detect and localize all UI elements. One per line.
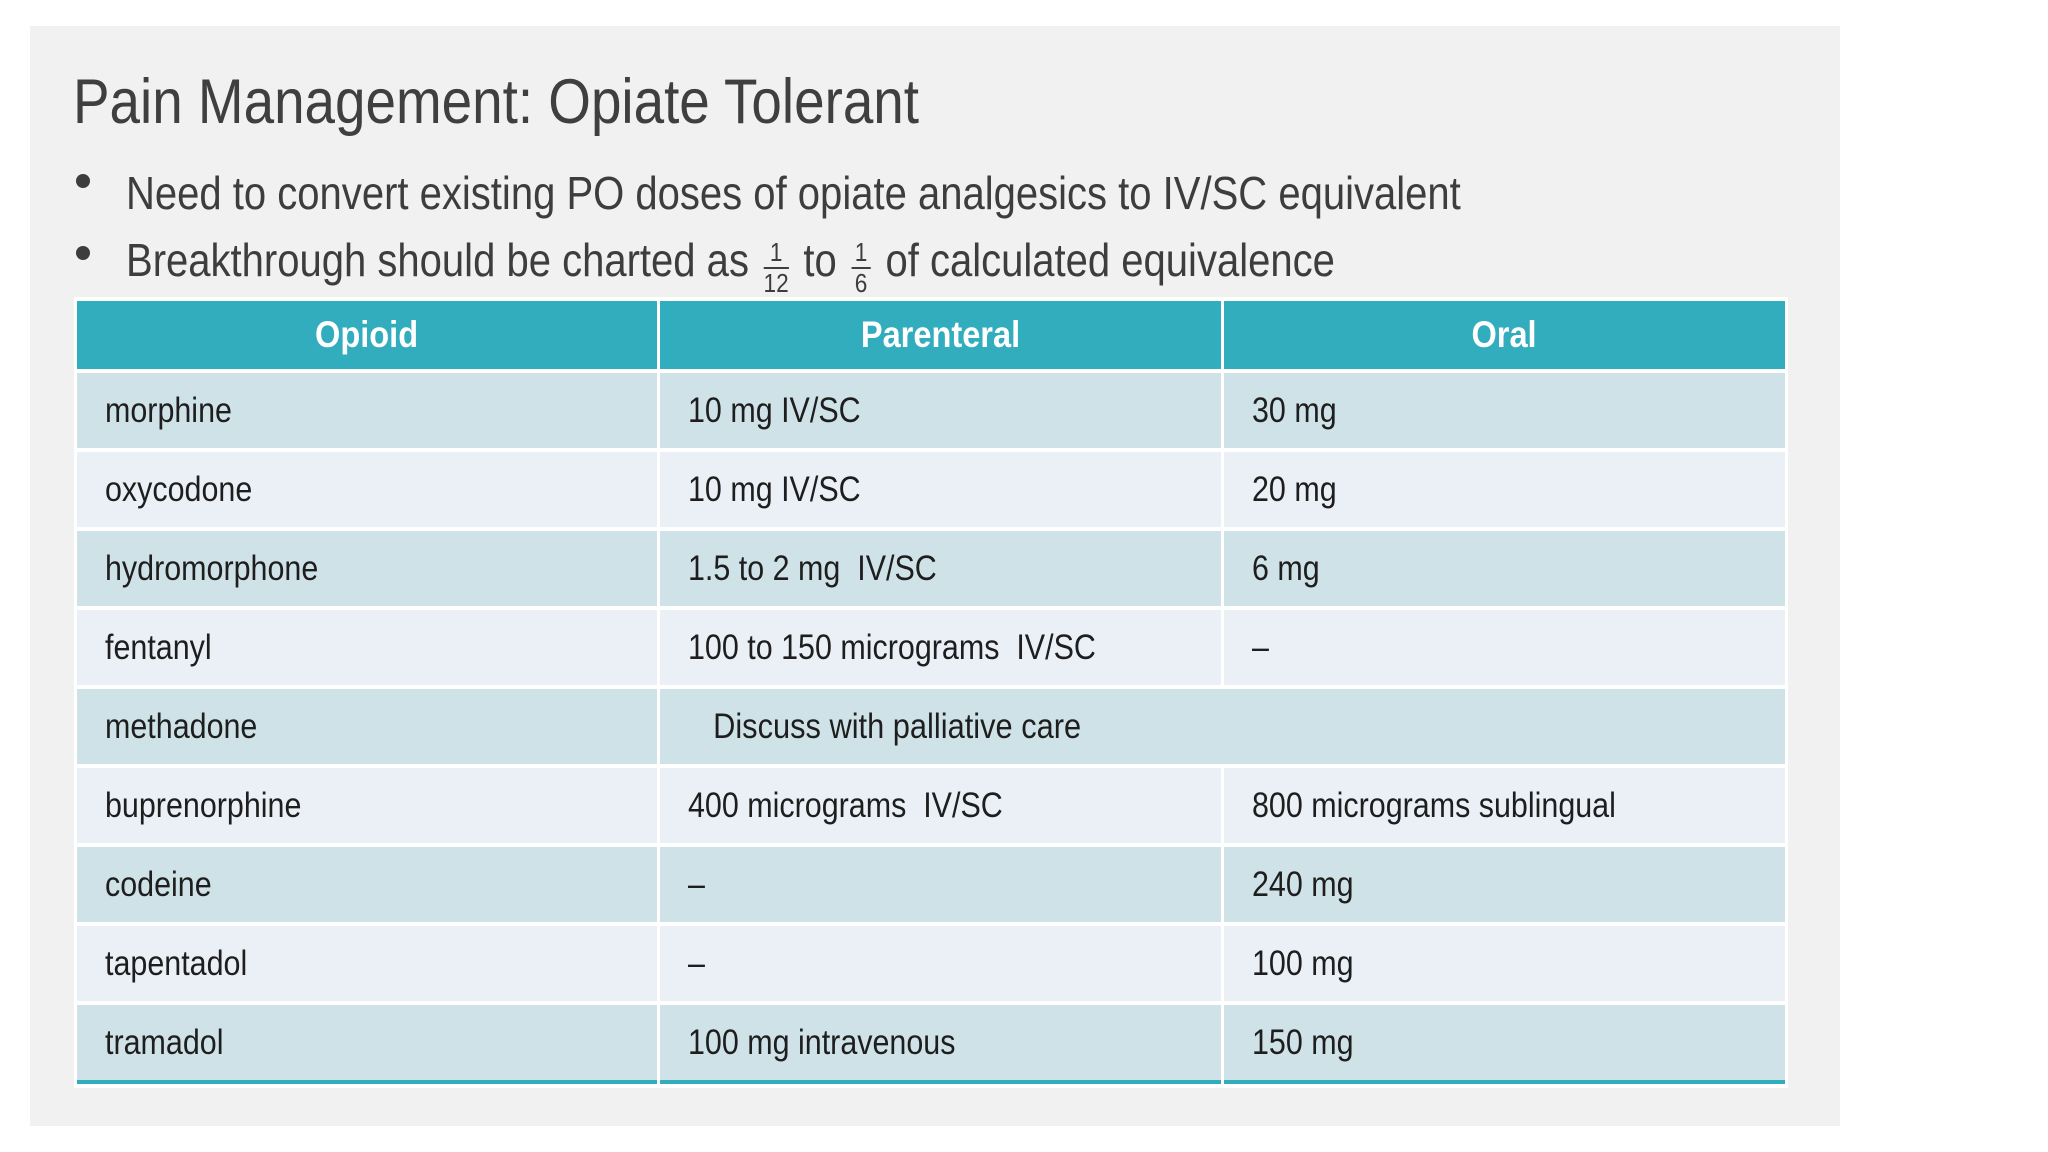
cell-oral: – (1224, 610, 1785, 685)
table-row: fentanyl 100 to 150 micrograms IV/SC – (77, 610, 1785, 685)
cell-parenteral: – (660, 926, 1221, 1001)
cell-oral: 20 mg (1224, 452, 1785, 527)
bullet-text-segment: of calculated equivalence (885, 234, 1335, 286)
bullet-item: Need to convert existing PO doses of opi… (76, 164, 1660, 220)
column-header-opioid: Opioid (77, 301, 657, 369)
bullet-text-segment: to (803, 234, 837, 286)
table-row: buprenorphine 400 micrograms IV/SC 800 m… (77, 768, 1785, 843)
opioid-conversion-table: Opioid Parenteral Oral morphine 10 mg IV… (74, 297, 1788, 1088)
table-row: codeine – 240 mg (77, 847, 1785, 922)
cell-parenteral: 10 mg IV/SC (660, 373, 1221, 448)
cell-opioid: hydromorphone (77, 531, 657, 606)
table-row: oxycodone 10 mg IV/SC 20 mg (77, 452, 1785, 527)
table-header-row: Opioid Parenteral Oral (77, 301, 1785, 369)
table-row: hydromorphone 1.5 to 2 mg IV/SC 6 mg (77, 531, 1785, 606)
table-row: morphine 10 mg IV/SC 30 mg (77, 373, 1785, 448)
cell-opioid: oxycodone (77, 452, 657, 527)
cell-opioid: tramadol (77, 1005, 657, 1084)
cell-merged-note: Discuss with palliative care (660, 689, 1785, 764)
cell-opioid: fentanyl (77, 610, 657, 685)
cell-parenteral: 100 to 150 micrograms IV/SC (660, 610, 1221, 685)
column-header-parenteral: Parenteral (660, 301, 1221, 369)
table-row-methadone: methadone Discuss with palliative care (77, 689, 1785, 764)
bullet-item: Breakthrough should be charted as 1 12 to… (76, 234, 1516, 297)
cell-opioid: methadone (77, 689, 657, 764)
page-title: Pain Management: Opiate Tolerant (73, 67, 1045, 137)
cell-oral: 800 micrograms sublingual (1224, 768, 1785, 843)
cell-parenteral: 400 micrograms IV/SC (660, 768, 1221, 843)
cell-parenteral: – (660, 847, 1221, 922)
bullet-marker (76, 245, 90, 260)
cell-parenteral: 100 mg intravenous (660, 1005, 1221, 1084)
slide: Pain Management: Opiate Tolerant Need to… (30, 26, 1840, 1126)
cell-oral: 150 mg (1224, 1005, 1785, 1084)
table-row: tapentadol – 100 mg (77, 926, 1785, 1001)
bullet-text: Need to convert existing PO doses of opi… (126, 167, 1461, 220)
table-row: tramadol 100 mg intravenous 150 mg (77, 1005, 1785, 1084)
bullet-text: Breakthrough should be charted as 1 12 to… (126, 234, 1335, 297)
cell-oral: 6 mg (1224, 531, 1785, 606)
fraction-one-twelfth: 1 12 (763, 236, 789, 298)
cell-opioid: buprenorphine (77, 768, 657, 843)
page-title-text: Pain Management: Opiate Tolerant (73, 67, 920, 137)
cell-parenteral: 1.5 to 2 mg IV/SC (660, 531, 1221, 606)
bullet-text-segment: Breakthrough should be charted as (126, 234, 749, 286)
cell-opioid: codeine (77, 847, 657, 922)
cell-opioid: tapentadol (77, 926, 657, 1001)
cell-parenteral: 10 mg IV/SC (660, 452, 1221, 527)
bullet-marker (76, 174, 90, 188)
cell-oral: 30 mg (1224, 373, 1785, 448)
cell-opioid: morphine (77, 373, 657, 448)
cell-oral: 100 mg (1224, 926, 1785, 1001)
cell-oral: 240 mg (1224, 847, 1785, 922)
column-header-oral: Oral (1224, 301, 1785, 369)
